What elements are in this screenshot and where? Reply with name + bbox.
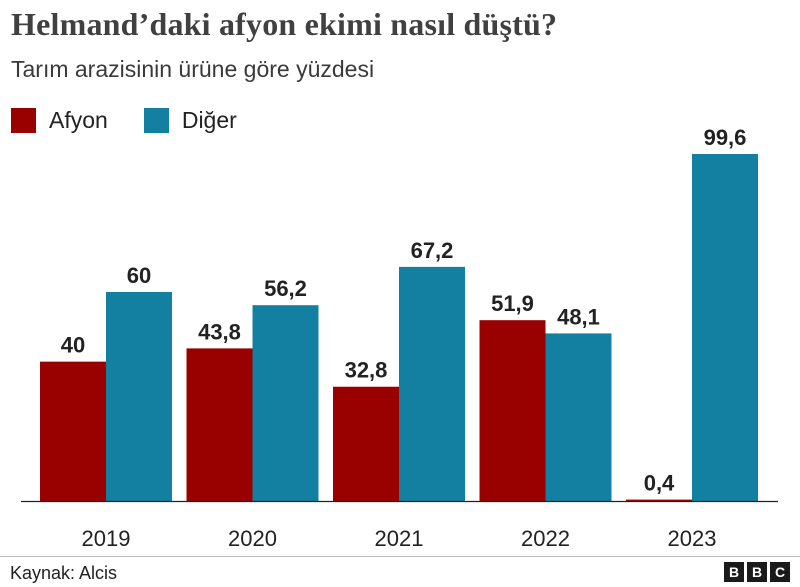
data-label-diger-2023: 99,6: [704, 125, 747, 150]
legend: Afyon Diğer: [11, 104, 273, 136]
data-label-diger-2022: 48,1: [557, 304, 600, 329]
data-label-afyon-2020: 43,8: [198, 319, 241, 344]
bbc-logo-letter: C: [770, 562, 790, 582]
legend-swatch-diger: [143, 107, 169, 133]
bbc-logo-letter: B: [747, 562, 767, 582]
data-label-diger-2021: 67,2: [411, 238, 454, 263]
x-tick-label-2022: 2022: [521, 526, 570, 551]
chart-subtitle: Tarım arazisinin ürüne göre yüzdesi: [11, 56, 375, 82]
bar-diger-2023: [692, 154, 758, 501]
bar-afyon-2022: [479, 320, 546, 501]
legend-swatch-afyon: [11, 107, 36, 133]
bbc-logo: B B C: [721, 562, 790, 582]
bar-diger-2021: [399, 266, 465, 501]
source-note: Kaynak: Alcis: [10, 563, 118, 583]
bar-chart: 40 60 2019 43,8 56,2 2020 32,8 67,2 2021 51,9 48,1…: [21, 125, 778, 551]
x-tick-label-2019: 2019: [82, 526, 131, 551]
bar-diger-2019: [106, 291, 172, 501]
data-label-afyon-2021: 32,8: [345, 358, 388, 383]
x-tick-label-2021: 2021: [375, 526, 424, 551]
bar-afyon-2021: [333, 386, 399, 501]
legend-label-diger: Diğer: [181, 106, 237, 133]
data-label-diger-2019: 60: [127, 263, 151, 288]
bar-afyon-2019: [40, 361, 106, 501]
legend-item-afyon: Afyon: [11, 107, 108, 134]
data-label-afyon-2019: 40: [61, 333, 85, 358]
bbc-logo-letter: B: [724, 562, 744, 582]
data-label-diger-2020: 56,2: [264, 276, 307, 301]
chart-title: Helmand’daki afyon ekimi nasıl düştü?: [11, 6, 558, 42]
data-label-afyon-2022: 51,9: [491, 291, 534, 316]
legend-item-diger: Diğer: [143, 106, 237, 134]
x-tick-label-2023: 2023: [668, 526, 717, 551]
bar-diger-2020: [252, 305, 319, 501]
legend-label-afyon: Afyon: [49, 106, 108, 133]
x-tick-label-2020: 2020: [228, 526, 277, 551]
data-label-afyon-2023: 0,4: [644, 471, 675, 496]
bar-diger-2022: [545, 333, 612, 501]
footer-divider: [0, 556, 800, 557]
bar-afyon-2020: [186, 348, 253, 501]
bar-afyon-2023: [626, 499, 692, 501]
